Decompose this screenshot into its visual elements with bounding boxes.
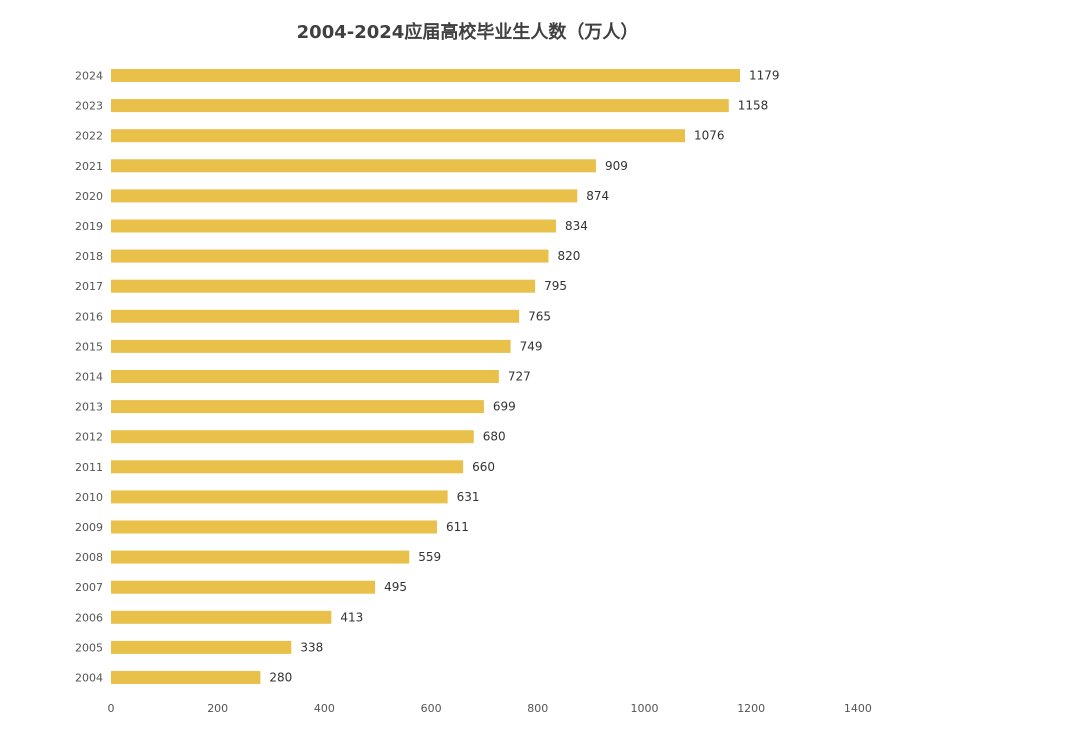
category-label-2013: 2013 xyxy=(75,401,103,414)
category-label-2016: 2016 xyxy=(75,310,103,323)
category-label-2019: 2019 xyxy=(75,220,103,233)
bar-2019 xyxy=(111,219,556,233)
bar-2010 xyxy=(111,490,448,504)
category-label-2023: 2023 xyxy=(75,100,103,113)
data-label-2014: 727 xyxy=(508,370,531,384)
x-tick-label-0: 0 xyxy=(108,702,115,715)
bar-2008 xyxy=(111,550,410,564)
data-label-2016: 765 xyxy=(528,309,551,323)
bar-2020 xyxy=(111,189,578,203)
data-label-2006: 413 xyxy=(340,610,363,624)
category-label-2007: 2007 xyxy=(75,581,103,594)
category-labels-layer: 2024 2023 2022 2021 2020 2019 2018 2017 2016 2015… xyxy=(75,70,103,685)
data-label-2021: 909 xyxy=(605,159,628,173)
category-label-2024: 2024 xyxy=(75,70,103,83)
data-label-2015: 749 xyxy=(520,339,543,353)
category-label-2018: 2018 xyxy=(75,250,103,263)
x-tick-label-600: 600 xyxy=(421,702,442,715)
category-label-2005: 2005 xyxy=(75,641,103,654)
data-label-2008: 559 xyxy=(418,550,441,564)
bar-2022 xyxy=(111,129,686,143)
category-label-2022: 2022 xyxy=(75,130,103,143)
bar-2013 xyxy=(111,400,484,414)
bar-2009 xyxy=(111,520,437,534)
category-label-2004: 2004 xyxy=(75,672,103,685)
x-tick-label-200: 200 xyxy=(207,702,228,715)
data-label-2017: 795 xyxy=(544,279,567,293)
data-label-2012: 680 xyxy=(483,430,506,444)
category-label-2021: 2021 xyxy=(75,160,103,173)
bar-2005 xyxy=(111,640,292,654)
data-label-2010: 631 xyxy=(457,490,480,504)
x-tick-label-1000: 1000 xyxy=(631,702,659,715)
category-label-2011: 2011 xyxy=(75,461,103,474)
bar-2006 xyxy=(111,610,332,624)
bar-2007 xyxy=(111,580,376,594)
bar-2004 xyxy=(111,671,261,684)
chart-title: 2004-2024应届高校毕业生人数（万人） xyxy=(296,22,639,43)
x-tick-label-800: 800 xyxy=(527,702,548,715)
category-label-2014: 2014 xyxy=(75,371,103,384)
data-label-2018: 820 xyxy=(557,249,580,263)
category-label-2006: 2006 xyxy=(75,611,103,624)
x-tick-label-1400: 1400 xyxy=(844,702,872,715)
category-label-2015: 2015 xyxy=(75,340,103,353)
category-label-2020: 2020 xyxy=(75,190,103,203)
bar-2011 xyxy=(111,460,464,474)
bar-2012 xyxy=(111,430,474,444)
bar-2024 xyxy=(111,69,740,82)
category-label-2010: 2010 xyxy=(75,491,103,504)
bar-2023 xyxy=(111,99,729,113)
category-label-2009: 2009 xyxy=(75,521,103,534)
bar-2015 xyxy=(111,339,511,353)
bar-2021 xyxy=(111,159,596,173)
data-label-2024: 1179 xyxy=(749,69,780,83)
x-axis-ticks: 0 200 400 600 800 1000 1200 1400 xyxy=(108,702,872,715)
data-label-2023: 1158 xyxy=(738,99,769,113)
data-label-2004: 280 xyxy=(269,671,292,685)
data-label-2005: 338 xyxy=(300,640,323,654)
x-tick-label-400: 400 xyxy=(314,702,335,715)
data-label-2019: 834 xyxy=(565,219,588,233)
data-label-2013: 699 xyxy=(493,400,516,414)
bars-layer xyxy=(111,69,740,684)
category-label-2008: 2008 xyxy=(75,551,103,564)
bar-2018 xyxy=(111,249,549,263)
data-label-2011: 660 xyxy=(472,460,495,474)
bar-2014 xyxy=(111,370,499,383)
value-labels-layer: 1179 1158 1076 909 874 834 820 795 765 749 727 699 6… xyxy=(269,69,779,685)
category-label-2017: 2017 xyxy=(75,280,103,293)
data-label-2020: 874 xyxy=(586,189,609,203)
x-tick-label-1200: 1200 xyxy=(737,702,765,715)
data-label-2022: 1076 xyxy=(694,129,725,143)
bar-2016 xyxy=(111,309,520,323)
data-label-2009: 611 xyxy=(446,520,469,534)
data-label-2007: 495 xyxy=(384,580,407,594)
category-label-2012: 2012 xyxy=(75,431,103,444)
bar-2017 xyxy=(111,279,536,293)
